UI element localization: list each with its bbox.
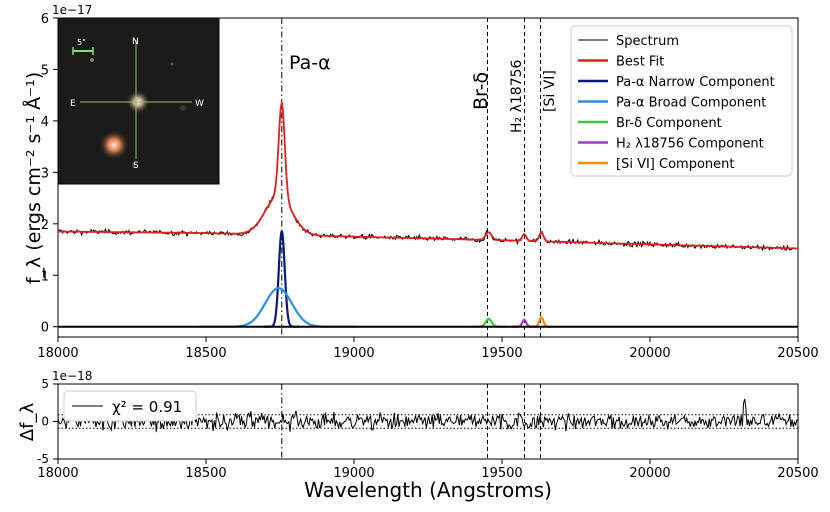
compass-south-label: S [133,161,139,171]
line-label-br-delta: Br-δ [470,72,492,110]
y-tick-label: 0 [41,415,49,429]
companion-galaxy-icon [99,130,129,160]
line-label-si-vi: [Si VI] [542,70,558,112]
compass-west-label: W [195,99,204,109]
residual-legend: χ² = 0.91 [63,390,197,422]
residual-legend-label: χ² = 0.91 [112,398,182,416]
y-tick-label: 3 [41,166,49,181]
x-axis-label: Wavelength (Angstroms) [304,478,552,502]
x-tick-label: 20500 [777,346,818,361]
residual-y-scale-label: 1e−18 [52,369,92,383]
compass-east-label: E [70,99,76,109]
x-tick-label: 18000 [37,466,78,481]
y-tick-label: 5 [41,63,49,78]
x-tick-label: 18500 [185,466,226,481]
line-label-pa-alpha: Pa-α [289,52,331,74]
y-tick-label: 1 [41,269,49,284]
x-tick-label: 19000 [333,466,374,481]
residual-series [58,398,798,433]
legend-label: Pa-α Narrow Component [616,75,775,90]
line-markers [281,18,541,337]
residual-panel: 18000 18500 19000 19500 20000 20500 -5 0 5 1e−1… [17,369,819,502]
residual-x-ticks: 18000 18500 19000 19500 20000 20500 [37,459,819,481]
legend-label: Br-δ Component [616,116,722,131]
y-tick-label: 6 [41,12,49,27]
residual-y-axis-label: Δf_λ [17,403,38,442]
residual-y-ticks: -5 0 5 [37,377,58,466]
x-tick-label: 18500 [185,346,226,361]
x-tick-label: 19500 [481,466,522,481]
spectrum-panel: 18000 18500 19000 19500 20000 20500 0 1 2 3 4 5 6 1… [22,3,819,361]
legend-label: [Si VI] Component [616,157,734,172]
x-tick-label: 19000 [333,346,374,361]
y-tick-label: 2 [41,218,49,233]
x-tick-label: 18000 [37,346,78,361]
x-tick-label: 20500 [777,466,818,481]
legend-label: Pa-α Broad Component [616,96,766,111]
legend-label: Best Fit [616,55,664,70]
compass-north-label: N [132,37,139,47]
galaxy-inset-image: N S E W 5" [57,17,220,185]
x-tick-label: 20000 [629,466,670,481]
y-tick-label: 0 [41,321,49,336]
y-tick-label: -5 [37,452,49,466]
line-label-h2: H₂ λ18756 [509,59,525,133]
spectrum-y-scale-label: 1e−17 [52,3,92,17]
x-tick-label: 20000 [629,346,670,361]
scale-bar-label: 5" [77,38,86,47]
legend-label: Spectrum [616,34,679,49]
spectrum-y-ticks: 0 1 2 3 4 5 6 [41,12,58,336]
spectrum-y-axis-label: f_λ (ergs cm⁻² s⁻¹ Å⁻¹) [22,72,45,284]
y-tick-label: 4 [41,115,49,130]
spectrum-x-ticks: 18000 18500 19000 19500 20000 20500 [37,337,819,361]
best-fit-series [58,102,798,250]
legend-label: H₂ λ18756 Component [616,137,764,152]
y-tick-label: 5 [41,377,49,391]
spectrum-legend: Spectrum Best Fit Pa-α Narrow Component Pa-… [570,25,793,177]
x-tick-label: 19500 [481,346,522,361]
